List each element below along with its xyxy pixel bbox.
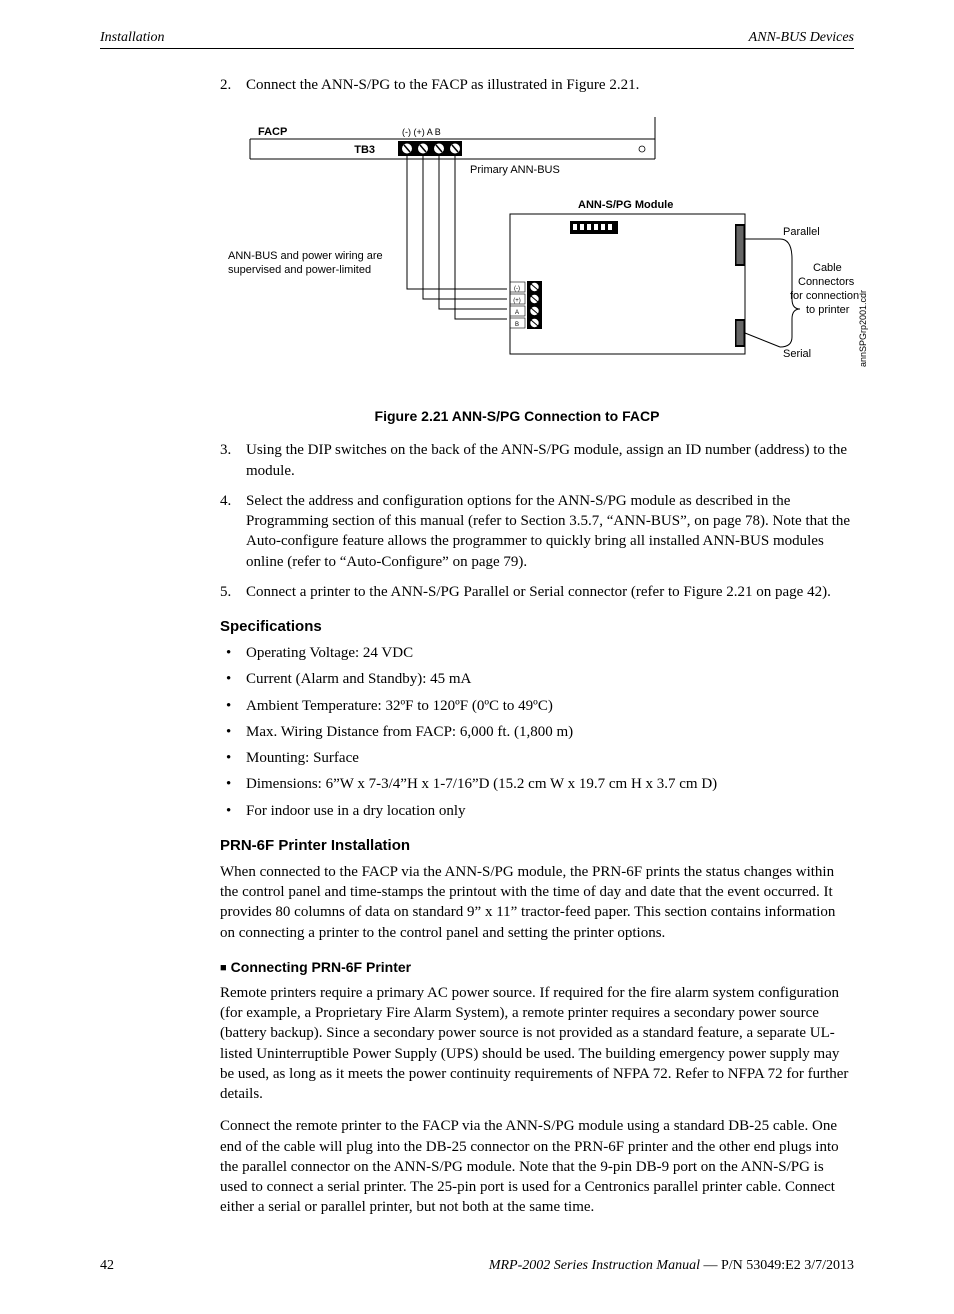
- manual-meta: — P/N 53049:E2 3/7/2013: [700, 1258, 854, 1273]
- primary-annbus-label: Primary ANN-BUS: [470, 164, 560, 176]
- spec-item: •Current (Alarm and Standby): 45 mA: [220, 669, 854, 689]
- page-header: Installation ANN-BUS Devices: [100, 30, 854, 49]
- module-label: ANN-S/PG Module: [578, 199, 673, 211]
- specifications-list: •Operating Voltage: 24 VDC •Current (Ala…: [220, 643, 854, 821]
- step-list-top: 2. Connect the ANN-S/PG to the FACP as i…: [220, 75, 854, 95]
- connectors-label: Connectors: [798, 276, 855, 288]
- toprinter-label: to printer: [806, 304, 850, 316]
- manual-title: MRP-2002 Series Instruction Manual: [489, 1258, 700, 1273]
- step-number: 2.: [220, 75, 246, 95]
- step-5: 5. Connect a printer to the ANN-S/PG Par…: [220, 582, 854, 602]
- step-text: Select the address and configuration opt…: [246, 491, 854, 572]
- specifications-heading: Specifications: [220, 618, 854, 635]
- spec-item: •For indoor use in a dry location only: [220, 801, 854, 821]
- spec-text: Current (Alarm and Standby): 45 mA: [246, 669, 471, 689]
- figure-caption: Figure 2.21 ANN-S/PG Connection to FACP: [180, 408, 854, 424]
- serial-label: Serial: [783, 348, 811, 360]
- page-number: 42: [100, 1258, 114, 1274]
- header-right: ANN-BUS Devices: [749, 30, 854, 46]
- spec-text: For indoor use in a dry location only: [246, 801, 466, 821]
- cable-label: Cable: [813, 262, 842, 274]
- prn-heading: PRN-6F Printer Installation: [220, 837, 854, 854]
- tb-pin-pos: (+): [513, 298, 521, 304]
- figure-2-21: FACP TB3 (-) (+) A B Primary ANN-BUS: [180, 109, 854, 424]
- spec-item: •Operating Voltage: 24 VDC: [220, 643, 854, 663]
- supervised-line1: ANN-BUS and power wiring are: [228, 250, 383, 262]
- step-number: 3.: [220, 440, 246, 481]
- facp-label: FACP: [258, 126, 287, 138]
- step-number: 5.: [220, 582, 246, 602]
- connecting-heading: ■ Connecting PRN-6F Printer: [220, 959, 854, 975]
- tb-pin-b: B: [515, 322, 519, 328]
- connecting-p2: Connect the remote printer to the FACP v…: [220, 1116, 854, 1217]
- tb3-label: TB3: [354, 144, 375, 156]
- step-3: 3. Using the DIP switches on the back of…: [220, 440, 854, 481]
- supervised-line2: supervised and power-limited: [228, 264, 371, 276]
- forconn-label: for connection: [790, 290, 859, 302]
- spec-item: •Max. Wiring Distance from FACP: 6,000 f…: [220, 722, 854, 742]
- parallel-label: Parallel: [783, 226, 820, 238]
- page-footer: 42 MRP-2002 Series Instruction Manual — …: [100, 1258, 854, 1274]
- spec-text: Ambient Temperature: 32ºF to 120ºF (0ºC …: [246, 696, 553, 716]
- step-2: 2. Connect the ANN-S/PG to the FACP as i…: [220, 75, 854, 95]
- pin-labels: (-) (+) A B: [402, 127, 441, 137]
- footer-right: MRP-2002 Series Instruction Manual — P/N…: [489, 1258, 854, 1274]
- step-text: Connect a printer to the ANN-S/PG Parall…: [246, 582, 854, 602]
- spec-text: Max. Wiring Distance from FACP: 6,000 ft…: [246, 722, 573, 742]
- step-number: 4.: [220, 491, 246, 572]
- spec-item: •Ambient Temperature: 32ºF to 120ºF (0ºC…: [220, 696, 854, 716]
- cdr-filename: annSPGrp2001.cdr: [858, 290, 868, 367]
- spec-text: Mounting: Surface: [246, 748, 359, 768]
- connecting-heading-text: Connecting PRN-6F Printer: [231, 959, 411, 975]
- spec-text: Dimensions: 6”W x 7-3/4”H x 1-7/16”D (15…: [246, 774, 717, 794]
- step-text: Connect the ANN-S/PG to the FACP as illu…: [246, 75, 854, 95]
- step-list-bottom: 3. Using the DIP switches on the back of…: [220, 440, 854, 602]
- step-4: 4. Select the address and configuration …: [220, 491, 854, 572]
- spec-item: •Dimensions: 6”W x 7-3/4”H x 1-7/16”D (1…: [220, 774, 854, 794]
- spec-text: Operating Voltage: 24 VDC: [246, 643, 413, 663]
- header-left: Installation: [100, 30, 165, 46]
- connecting-p1: Remote printers require a primary AC pow…: [220, 983, 854, 1105]
- square-bullet-icon: ■: [220, 962, 227, 974]
- prn-paragraph: When connected to the FACP via the ANN-S…: [220, 862, 854, 943]
- tb-pin-neg: (-): [514, 286, 520, 292]
- step-text: Using the DIP switches on the back of th…: [246, 440, 854, 481]
- tb-pin-a: A: [515, 310, 519, 316]
- spec-item: •Mounting: Surface: [220, 748, 854, 768]
